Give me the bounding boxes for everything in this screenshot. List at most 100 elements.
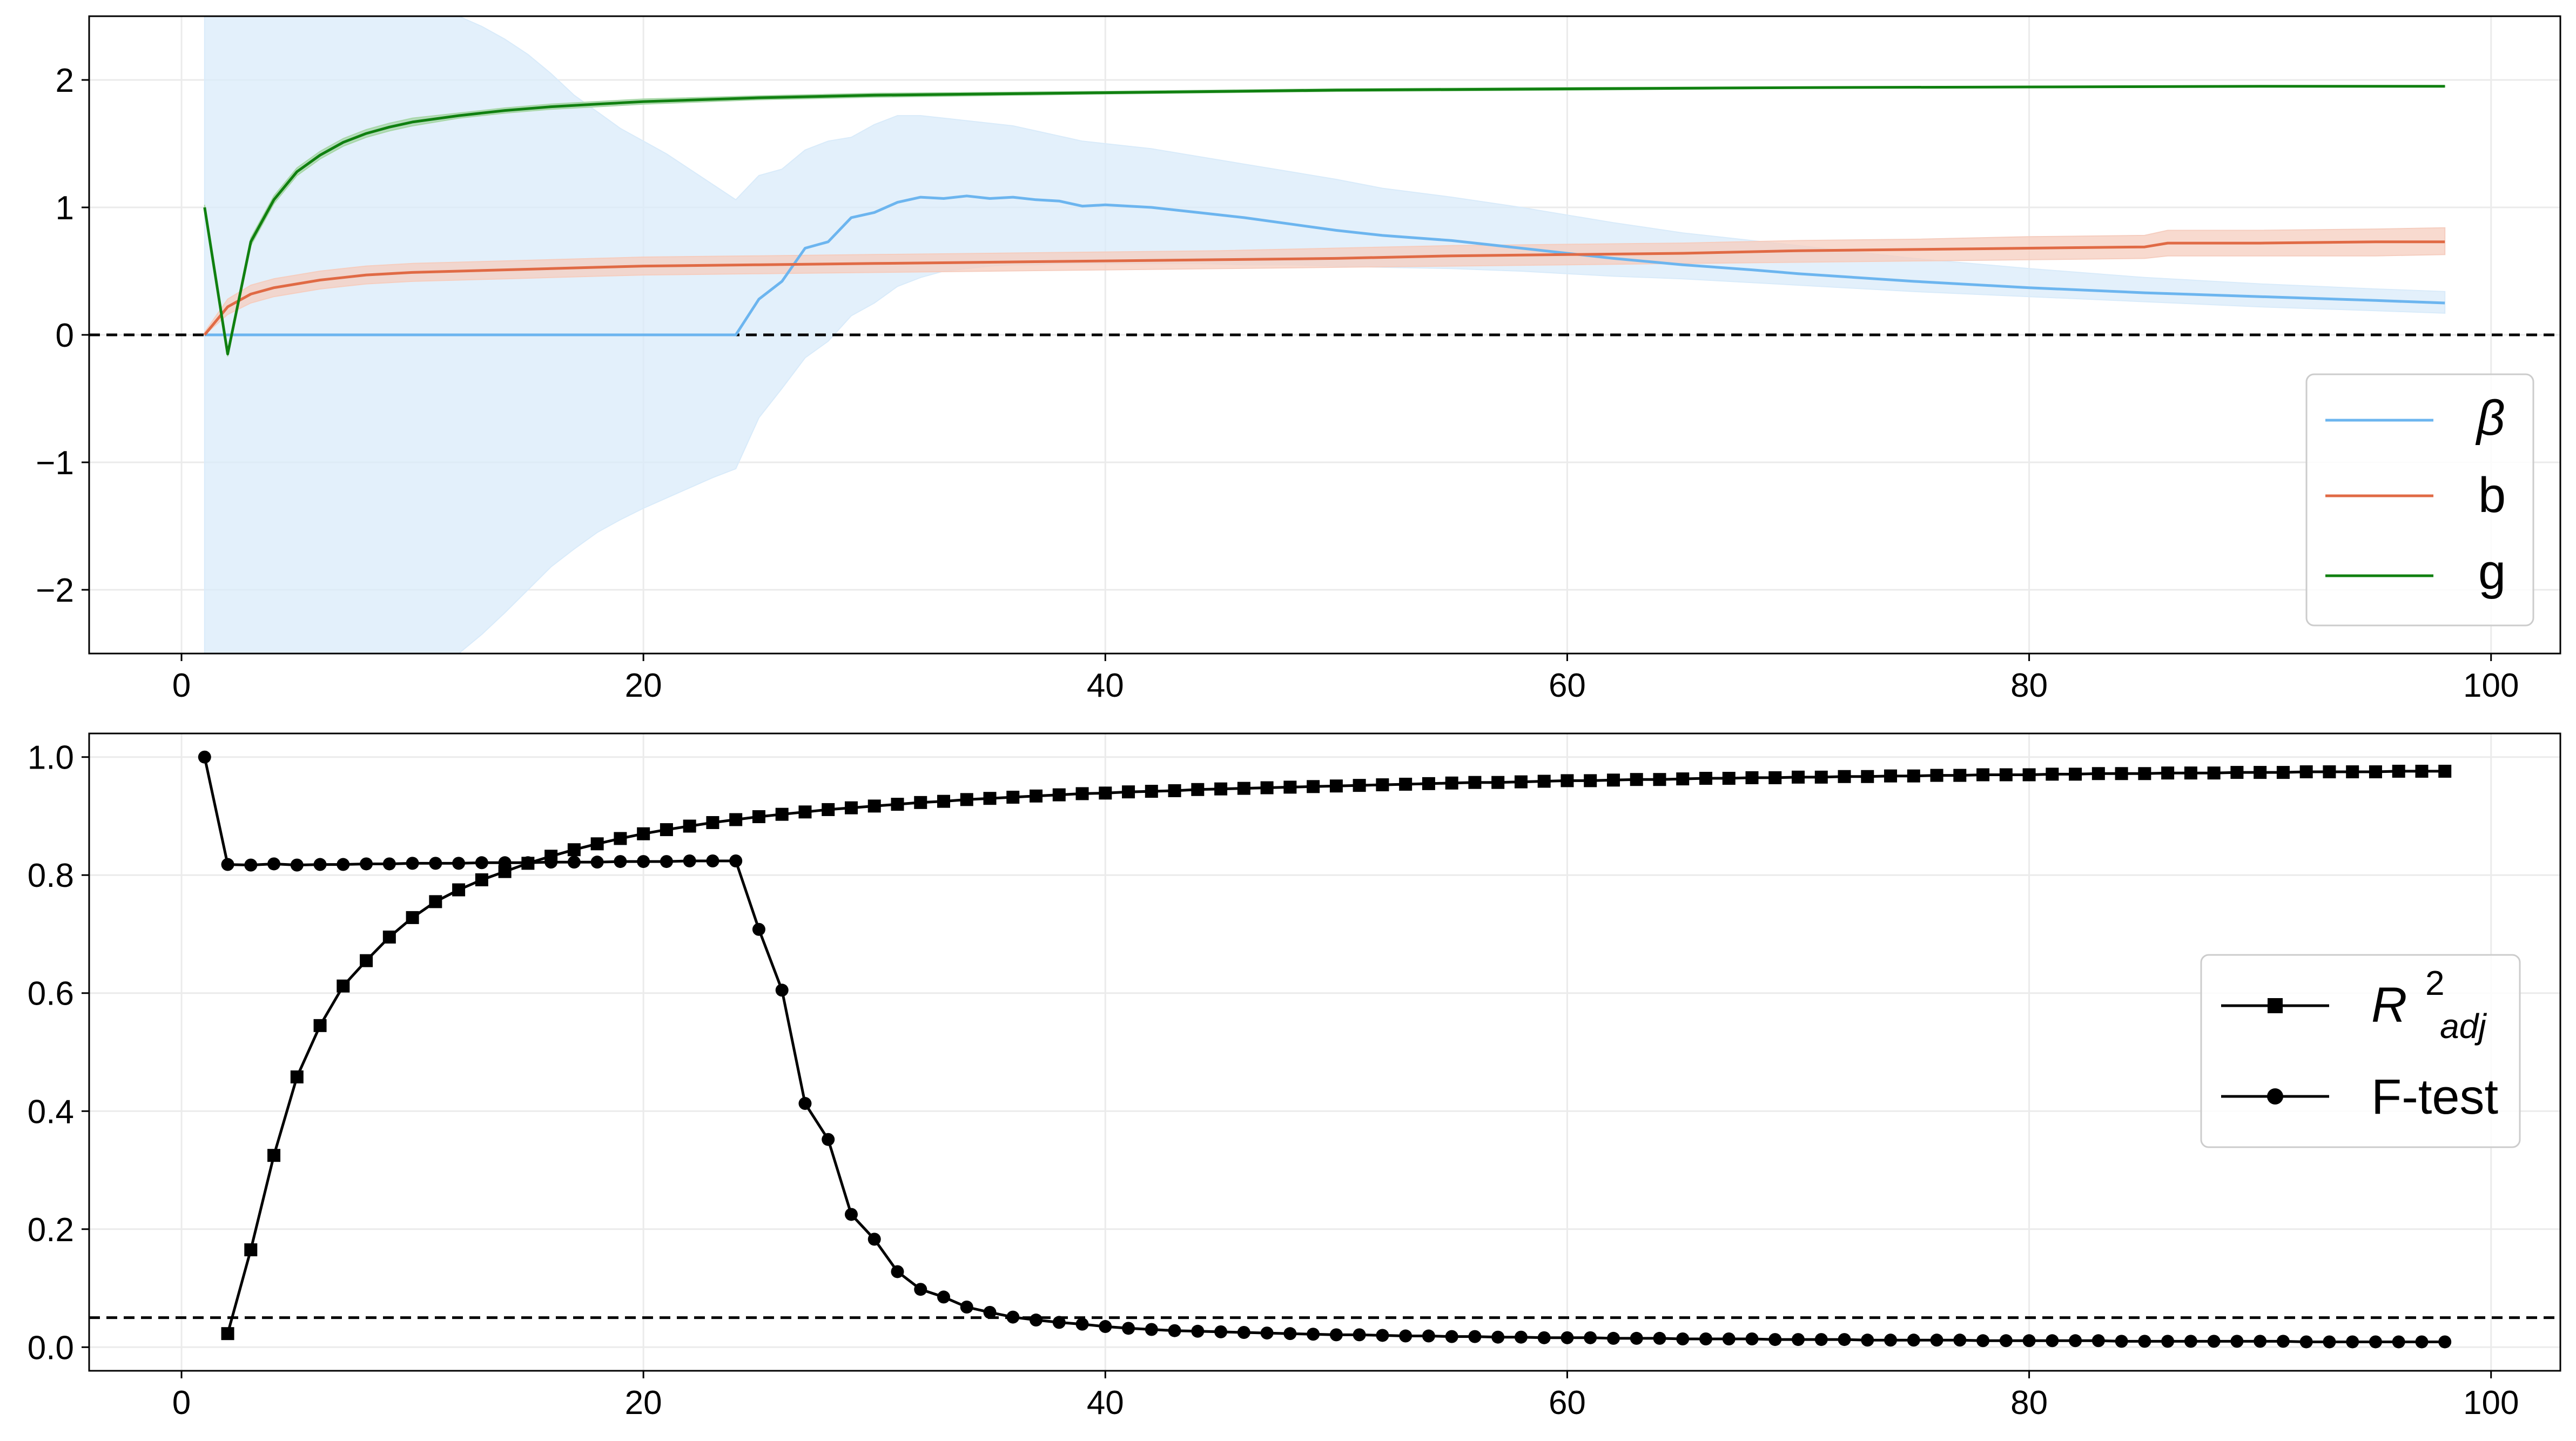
bottom-series-0-marker-36	[1052, 788, 1066, 802]
bottom-series-0-marker-11	[475, 873, 488, 886]
bottom-series-0-marker-24	[775, 807, 789, 821]
bottom-series-0-marker-50	[1376, 778, 1389, 792]
bottom-series-1-marker-28	[844, 1208, 858, 1221]
top-y-tick-label-0: −2	[36, 572, 74, 609]
bottom-series-1-marker-91	[2299, 1335, 2313, 1349]
bottom-series-0-marker-15	[567, 843, 581, 857]
bottom-series-1-marker-1	[221, 858, 234, 871]
bottom-series-0-marker-60	[1606, 773, 1620, 787]
top-x-tick-label-1: 20	[625, 667, 662, 704]
bottom-series-0-marker-79	[2046, 767, 2059, 781]
bottom-series-0-marker-71	[1861, 770, 1874, 783]
bottom-series-1-marker-13	[498, 856, 512, 870]
bottom-series-0-marker-2	[267, 1149, 281, 1162]
bottom-series-0-marker-10	[452, 883, 466, 897]
top-legend-box	[2305, 373, 2534, 627]
bottom-lines	[198, 750, 2452, 1349]
bottom-grid	[89, 733, 2560, 1371]
bottom-series-1-marker-84	[2138, 1335, 2151, 1348]
legend-r2-sup: 2	[2425, 964, 2445, 1002]
bottom-series-0-marker-88	[2254, 766, 2267, 779]
bottom-series-0-marker-0	[221, 1327, 234, 1341]
bottom-series-1-marker-52	[1399, 1329, 1413, 1343]
bottom-series-0-marker-64	[1699, 772, 1712, 785]
bottom-series-0-marker-81	[2091, 767, 2105, 780]
bottom-x-tick-label-1: 20	[625, 1384, 662, 1422]
bottom-series-1-marker-41	[1145, 1323, 1158, 1336]
bottom-series-1-marker-64	[1676, 1332, 1690, 1345]
bottom-series-1-marker-40	[1122, 1322, 1135, 1335]
bottom-series-1-marker-19	[637, 855, 650, 868]
bottom-series-1-marker-35	[1006, 1310, 1020, 1324]
bottom-series-0-marker-57	[1537, 775, 1551, 788]
bottom-series-1-marker-83	[2115, 1335, 2128, 1348]
bottom-series-1-marker-71	[1838, 1333, 1851, 1346]
legend-b-label: b	[2478, 468, 2506, 523]
bottom-series-1-marker-36	[1030, 1314, 1043, 1327]
bottom-series-1-marker-21	[683, 854, 696, 867]
legend-r2-sub: adj	[2440, 1007, 2487, 1046]
bottom-series-0-marker-59	[1584, 774, 1597, 787]
bottom-series-1-marker-29	[867, 1233, 881, 1246]
bottom-series-0-marker-83	[2138, 767, 2151, 780]
top-lines	[203, 85, 2445, 355]
bottom-series-1-marker-61	[1606, 1331, 1620, 1345]
top-y-tick-label-3: 1	[56, 190, 74, 227]
bottom-series-0-marker-47	[1307, 780, 1320, 793]
bottom-series-1-marker-81	[2069, 1334, 2082, 1348]
bottom-series-0-marker-73	[1907, 769, 1920, 783]
bottom-series-1-marker-78	[1999, 1334, 2013, 1348]
bottom-series-1-marker-12	[475, 856, 488, 870]
bottom-series-0-marker-76	[1976, 768, 1990, 782]
bottom-series-0-marker-31	[937, 794, 951, 808]
top-y-tick-label-4: 2	[56, 62, 74, 99]
top-y-tick-label-2: 0	[56, 317, 74, 354]
bottom-series-0-marker-18	[637, 827, 650, 840]
bottom-series-0-marker-45	[1260, 781, 1274, 794]
bottom-series-1-marker-57	[1514, 1330, 1528, 1344]
bottom-series-1-marker-63	[1653, 1331, 1666, 1345]
bottom-series-0-marker-70	[1838, 770, 1851, 783]
bottom-series-1-marker-46	[1260, 1326, 1274, 1340]
bottom-series-1-marker-95	[2392, 1335, 2405, 1349]
bottom-series-1-marker-26	[798, 1097, 812, 1110]
bottom-series-0-marker-27	[844, 801, 858, 814]
bottom-series-0-marker-38	[1099, 786, 1112, 800]
bottom-series-1-marker-76	[1953, 1334, 1967, 1347]
bottom-series-1-marker-45	[1237, 1325, 1250, 1339]
bottom-series-1-marker-73	[1884, 1334, 1898, 1347]
top-series-1-band	[204, 227, 2446, 336]
bottom-series-1-marker-77	[1976, 1334, 1990, 1348]
bottom-series-0-marker-21	[706, 816, 719, 829]
bottom-series-0-marker-29	[891, 798, 904, 811]
bottom-series-1-marker-31	[914, 1283, 927, 1296]
bottom-series-0-marker-8	[406, 911, 419, 924]
bottom-series-1-marker-3	[267, 857, 281, 871]
bottom-series-1-marker-94	[2369, 1335, 2382, 1349]
bottom-series-1-marker-16	[567, 856, 581, 869]
bottom-series-0-marker-74	[1930, 769, 1943, 782]
bottom-series-0-marker-67	[1768, 771, 1782, 784]
bottom-series-1-marker-10	[429, 857, 442, 870]
bottom-y-tick-label-2: 0.4	[28, 1093, 74, 1130]
bottom-series-0-marker-95	[2415, 764, 2429, 778]
bottom-series-0-marker-43	[1214, 782, 1228, 796]
top-x-axis: 0 20 40 60 80 100	[172, 654, 2519, 704]
bottom-series-1-marker-8	[382, 857, 396, 871]
bottom-series-0-marker-93	[2369, 765, 2382, 779]
bottom-series-1-marker-74	[1907, 1334, 1920, 1347]
bottom-series-0-marker-44	[1237, 782, 1250, 795]
bottom-series-0-marker-80	[2069, 767, 2082, 781]
bottom-y-tick-label-1: 0.2	[28, 1211, 74, 1249]
top-x-tick-label-2: 40	[1087, 667, 1124, 704]
bottom-series-1-marker-33	[960, 1301, 973, 1314]
bottom-series-0-marker-94	[2392, 764, 2405, 778]
bottom-series-1-marker-86	[2184, 1335, 2197, 1348]
bottom-series-0-marker-6	[360, 954, 373, 967]
bottom-series-0-marker-90	[2299, 765, 2313, 779]
bottom-series-0-marker-68	[1792, 770, 1805, 784]
bottom-series-0-marker-91	[2323, 765, 2336, 779]
bottom-series-0-marker-30	[914, 796, 927, 809]
bottom-series-0-marker-96	[2438, 764, 2452, 778]
top-series-1-line	[203, 240, 2445, 336]
